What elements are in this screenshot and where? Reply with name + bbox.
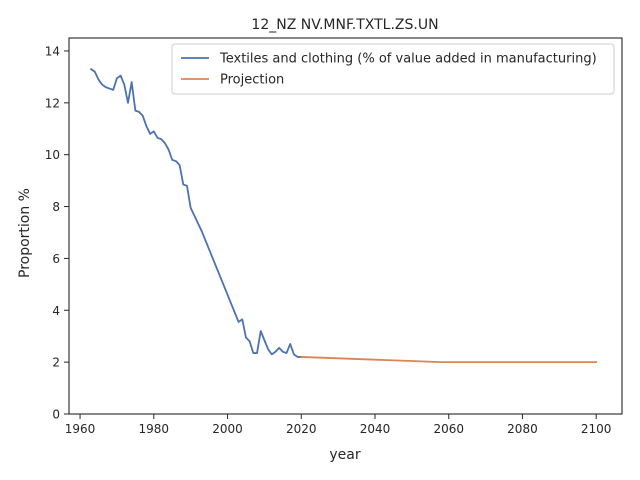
x-tick-label: 2000 — [212, 422, 243, 436]
y-tick-label: 14 — [45, 44, 60, 58]
x-tick-label: 1980 — [139, 422, 170, 436]
x-tick-label: 1960 — [65, 422, 96, 436]
legend: Textiles and clothing (% of value added … — [171, 43, 615, 95]
y-tick-label: 12 — [45, 96, 60, 110]
y-tick-label: 0 — [52, 408, 60, 422]
legend-label-1: Projection — [220, 73, 284, 88]
series-line-1 — [300, 356, 598, 364]
y-axis: 0 2 4 6 8 10 12 14 — [45, 44, 69, 422]
x-axis: 1960 1980 2000 2020 2040 2060 2080 2100 — [65, 414, 612, 436]
x-tick-label: 2060 — [433, 422, 464, 436]
x-axis-label: year — [329, 447, 360, 463]
y-tick-label: 2 — [52, 356, 60, 370]
y-tick-label: 6 — [52, 252, 60, 266]
plot-area — [68, 37, 623, 415]
legend-box — [171, 43, 615, 95]
x-tick-label: 2100 — [581, 422, 612, 436]
x-tick-label: 2040 — [360, 422, 391, 436]
y-axis-label: Proportion % — [17, 188, 33, 278]
series-line-0 — [89, 67, 303, 358]
legend-label-0: Textiles and clothing (% of value added … — [219, 52, 597, 67]
x-tick-label: 2020 — [286, 422, 317, 436]
y-tick-label: 8 — [52, 200, 60, 214]
chart-title: 12_NZ NV.MNF.TXTL.ZS.UN — [251, 17, 438, 33]
y-tick-label: 10 — [45, 148, 60, 162]
y-tick-label: 4 — [52, 304, 60, 318]
plot-frame — [68, 37, 623, 415]
x-tick-label: 2080 — [507, 422, 538, 436]
